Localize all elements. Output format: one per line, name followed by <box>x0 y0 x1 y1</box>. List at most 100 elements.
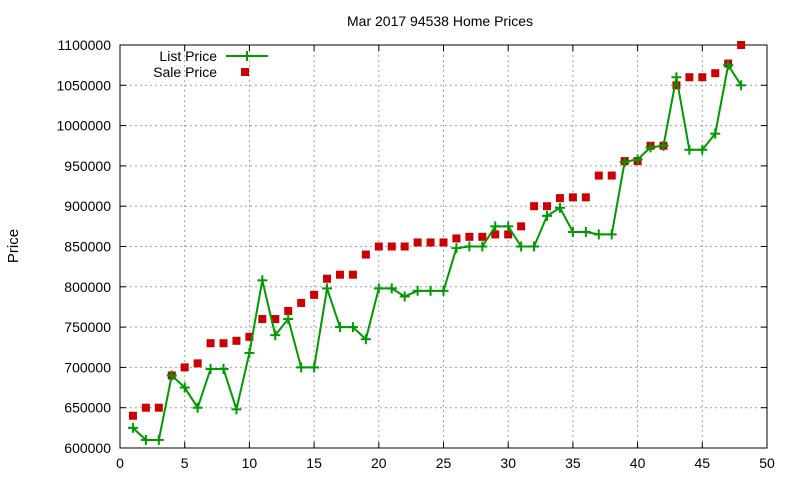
list-price-line <box>132 62 742 441</box>
sale-price-point <box>439 238 448 247</box>
chart-title: Mar 2017 94538 Home Prices <box>347 13 533 29</box>
sale-price-point <box>581 193 590 202</box>
sale-price-point <box>193 359 202 368</box>
list-price-point <box>347 322 358 333</box>
sale-price-point <box>361 250 370 259</box>
sale-price-point <box>154 403 163 412</box>
sale-price-point <box>387 242 396 251</box>
list-price-point <box>606 229 617 240</box>
sale-price-point <box>530 202 539 211</box>
list-price-point <box>451 243 462 254</box>
sale-price-point <box>711 69 720 78</box>
list-price-point <box>399 291 410 302</box>
legend-sale-price-marker <box>241 68 249 76</box>
list-price-point <box>736 80 747 91</box>
x-tick-label: 35 <box>565 455 581 471</box>
sale-price-series <box>128 41 746 420</box>
x-tick-label: 10 <box>242 455 258 471</box>
list-price-point <box>412 285 423 296</box>
sale-price-point <box>478 232 487 241</box>
list-price-point <box>554 202 565 213</box>
list-price-point <box>322 283 333 294</box>
list-price-point <box>580 226 591 237</box>
sale-price-point <box>271 315 280 324</box>
list-price-point <box>632 154 643 165</box>
list-price-point <box>503 221 514 232</box>
x-tick-label: 50 <box>759 455 775 471</box>
sale-price-point <box>374 242 383 251</box>
list-price-point <box>684 144 695 155</box>
list-price-point <box>477 241 488 252</box>
list-price-point <box>386 283 397 294</box>
list-price-point <box>257 275 268 286</box>
list-price-point <box>490 221 501 232</box>
list-price-point <box>658 140 669 151</box>
list-price-point <box>153 434 164 445</box>
list-price-point <box>283 314 294 325</box>
sale-price-point <box>323 274 332 283</box>
sale-price-point <box>258 315 267 324</box>
sale-price-point <box>232 336 241 345</box>
y-tick-label: 1050000 <box>56 77 111 93</box>
list-price-point <box>542 210 553 221</box>
list-price-point <box>127 422 138 433</box>
sale-price-point <box>180 363 189 372</box>
list-price-point <box>360 334 371 345</box>
list-price-point <box>697 144 708 155</box>
list-price-point <box>671 72 682 83</box>
grid-lines <box>120 45 767 448</box>
x-tick-label: 20 <box>371 455 387 471</box>
x-tick-label: 15 <box>306 455 322 471</box>
list-price-point <box>723 60 734 71</box>
y-tick-label: 850000 <box>64 239 111 255</box>
y-tick-label: 750000 <box>64 319 111 335</box>
y-tick-label: 650000 <box>64 400 111 416</box>
x-tick-label: 0 <box>116 455 124 471</box>
list-price-point <box>567 226 578 237</box>
y-tick-label: 900000 <box>64 198 111 214</box>
sale-price-point <box>543 202 552 211</box>
list-price-point <box>179 382 190 393</box>
list-price-point <box>438 285 449 296</box>
list-price-point <box>334 322 345 333</box>
sale-price-point <box>685 73 694 82</box>
sale-price-point <box>219 339 228 348</box>
y-tick-label: 1000000 <box>56 118 111 134</box>
list-price-point <box>218 364 229 375</box>
x-tick-label: 45 <box>695 455 711 471</box>
list-price-point <box>244 347 255 358</box>
axis-ticks <box>119 44 768 449</box>
list-price-point <box>296 362 307 373</box>
list-price-point <box>192 402 203 413</box>
y-tick-label: 950000 <box>64 158 111 174</box>
list-price-point <box>270 330 281 341</box>
y-tick-label: 700000 <box>64 359 111 375</box>
sale-price-point <box>594 171 603 180</box>
sale-price-point <box>400 242 409 251</box>
sale-price-point <box>504 230 513 239</box>
sale-price-point <box>206 339 215 348</box>
list-price-point <box>231 404 242 415</box>
x-tick-labels: 0 5 10 15 20 25 30 35 40 45 50 <box>116 455 775 471</box>
sale-price-point <box>413 238 422 247</box>
list-price-series <box>127 60 747 445</box>
sale-price-point <box>672 81 681 90</box>
sale-price-point <box>517 222 526 231</box>
legend-list-price-marker <box>242 51 252 61</box>
list-price-point <box>140 434 151 445</box>
sale-price-point <box>737 41 746 49</box>
sale-price-point <box>426 238 435 247</box>
y-tick-labels: 600000 650000 700000 750000 800000 850000 9000… <box>56 37 111 456</box>
x-tick-label: 40 <box>630 455 646 471</box>
list-price-point <box>645 142 656 153</box>
sale-price-point <box>245 332 254 341</box>
sale-price-point <box>568 193 577 202</box>
sale-price-point <box>284 306 293 315</box>
list-price-point <box>205 364 216 375</box>
list-price-point <box>166 370 177 381</box>
sale-price-point <box>348 270 357 279</box>
sale-price-point <box>128 411 137 420</box>
sale-price-point <box>297 298 306 307</box>
sale-price-point <box>141 403 150 412</box>
